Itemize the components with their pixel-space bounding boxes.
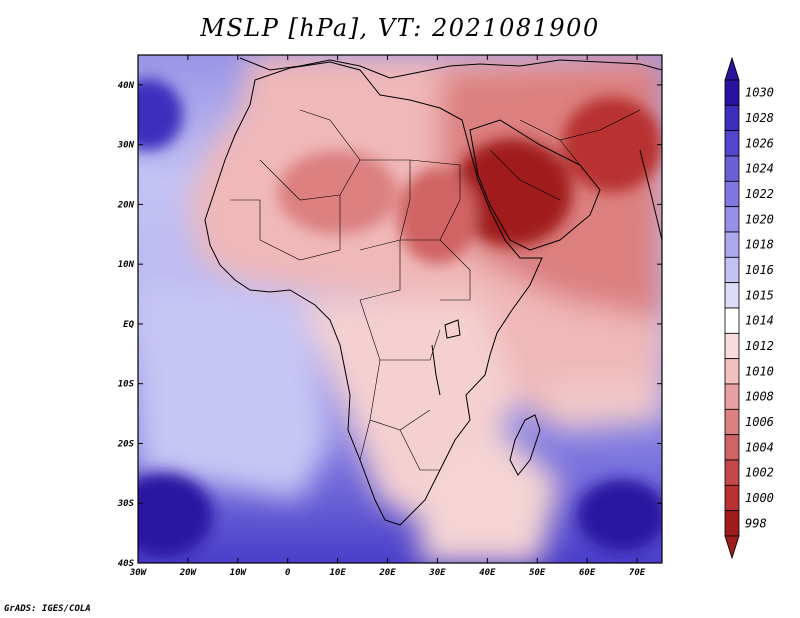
colorbar-label: 1008: [745, 390, 774, 404]
colorbar-label: 1022: [745, 187, 774, 201]
south-africa-ridge-gap: [420, 430, 560, 563]
lat-tick-label: 30N: [117, 141, 135, 151]
colorbar-swatch: [724, 180, 740, 208]
grads-credit: GrADS: IGES/COLA: [4, 604, 91, 614]
colorbar-swatch: [724, 358, 740, 385]
colorbar-swatch: [724, 484, 740, 512]
lon-tick-label: 10W: [230, 568, 248, 578]
lon-tick-label: 60E: [579, 568, 596, 578]
colorbar-swatch: [724, 79, 740, 106]
lat-tick-label: EQ: [123, 320, 134, 330]
lake-victoria: [444, 319, 461, 339]
lat-tick-label: 10S: [118, 380, 135, 390]
colorbar-swatch: [724, 104, 740, 132]
colorbar-label: 1000: [745, 491, 774, 505]
lon-tick-label: 40E: [479, 568, 496, 578]
lon-tick-label: 30E: [428, 568, 446, 578]
colorbar-label: 1016: [745, 263, 774, 277]
colorbar-swatch: [724, 206, 740, 233]
lon-tick-label: 50E: [529, 568, 546, 578]
colorbar-swatch: [724, 231, 740, 258]
lon-tick-label: 30W: [129, 568, 148, 578]
map-title: MSLP [hPa], VT: 2021081900: [200, 14, 600, 42]
colorbar-swatch: [724, 332, 740, 360]
india-coastline: [639, 149, 662, 241]
lon-tick-label: 20E: [378, 568, 396, 578]
colorbar-label: 1015: [745, 288, 774, 302]
europe-coastline: [239, 57, 662, 79]
arabia-coastline: [469, 119, 601, 251]
colorbar-label: 1020: [745, 212, 774, 226]
lon-tick-label: 70E: [629, 568, 646, 578]
colorbar-swatch: [724, 155, 740, 182]
colorbar-label: 1026: [745, 136, 774, 150]
colorbar-swatch: [724, 383, 740, 410]
nile-low: [397, 168, 478, 265]
coastlines: [204, 57, 662, 526]
lat-tick-label: 30S: [117, 499, 135, 509]
colorbar-label: 1010: [745, 364, 774, 378]
colorbar-label: 1024: [745, 162, 774, 176]
colorbar: 1030 1028 1026 1024 1022 1020 1018 1016 1015 1014…: [724, 56, 774, 560]
gulf-of-guinea-field: [138, 280, 330, 500]
colorbar-bottom-arrow: [724, 535, 740, 560]
colorbar-label: 1004: [745, 440, 774, 454]
colorbar-swatch: [724, 434, 740, 461]
lake-tanganyika: [431, 344, 441, 396]
africa-coastline: [204, 61, 543, 526]
map-frame: [137, 54, 663, 564]
colorbar-swatch: [724, 256, 740, 284]
pressure-field: [138, 55, 662, 563]
lat-tick-label: 40N: [118, 81, 135, 91]
azores-high: [138, 78, 183, 151]
lat-tick-label: 20N: [117, 200, 135, 210]
colorbar-label: 1030: [745, 86, 774, 100]
lat-tick-label: 40S: [118, 559, 135, 569]
country-borders: [230, 109, 641, 471]
mascarene-high: [577, 479, 662, 552]
colorbar-swatch: [724, 307, 740, 334]
colorbar-label: 1014: [745, 314, 774, 328]
lon-tick-label: 20W: [179, 568, 198, 578]
indian-ocean-trough: [540, 380, 662, 430]
madagascar-coastline: [509, 414, 541, 476]
iran-low: [562, 96, 662, 193]
colorbar-label: 1006: [745, 415, 774, 429]
colorbar-top-arrow: [724, 56, 740, 81]
colorbar-label: 998: [745, 516, 767, 530]
colorbar-swatch: [724, 408, 740, 436]
colorbar-label: 1002: [745, 466, 774, 480]
south-atlantic-high: [138, 473, 213, 558]
lon-tick-label: 0: [285, 568, 291, 578]
lon-tick-label: 10E: [329, 568, 346, 578]
sahara-heat-low: [277, 150, 398, 235]
colorbar-label: 1012: [745, 339, 774, 353]
colorbar-swatch: [724, 510, 740, 537]
colorbar-swatch: [724, 282, 740, 309]
lat-tick-label: 20S: [117, 439, 135, 449]
colorbar-swatch: [724, 130, 740, 157]
arabian-low: [452, 138, 573, 247]
colorbar-label: 1018: [745, 238, 774, 252]
colorbar-label: 1028: [745, 111, 774, 125]
colorbar-swatch: [724, 459, 740, 486]
lat-tick-label: 10N: [118, 260, 135, 270]
